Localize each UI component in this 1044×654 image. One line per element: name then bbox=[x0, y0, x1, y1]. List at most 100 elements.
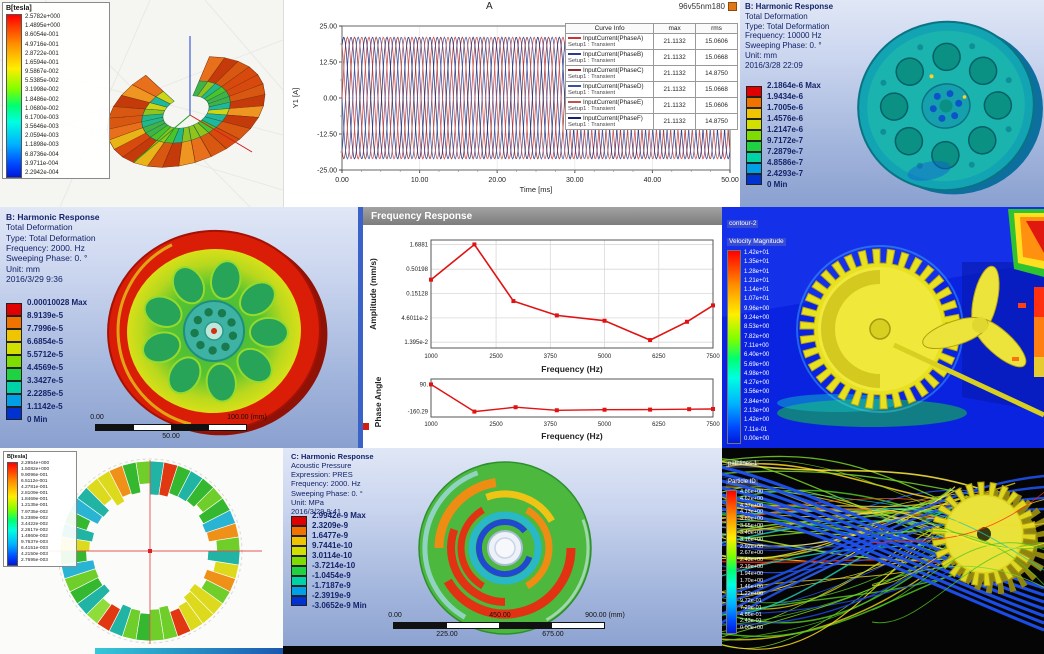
svg-text:7500: 7500 bbox=[706, 422, 720, 428]
pathlines-panel: pathlines-1 Particle ID 4.86e+00 4.62e+00 4.… bbox=[722, 448, 1044, 654]
legend-value: 2.2285e-5 bbox=[27, 389, 64, 398]
legend-color-cell bbox=[746, 130, 762, 141]
curve-rms-value: 14.8750 bbox=[695, 113, 738, 130]
legend-value: 1.2147e-6 bbox=[767, 125, 804, 134]
colorbar-value: 1.42e+01 bbox=[744, 250, 770, 256]
curve-info-row: InputCurrent(PhaseF) Setup1 : Transient 21… bbox=[564, 113, 738, 130]
legend-value: 6.4151e-003 bbox=[21, 545, 48, 551]
colorbar: 1.42e+01 1.35e+01 1.28e+01 1.21e+01 1.14e+01… bbox=[727, 250, 786, 444]
colorbar-gradient bbox=[7, 462, 18, 566]
curve-max-value: 21.1132 bbox=[653, 113, 697, 130]
current-waveform-panel: A 96v55nm180 25.00 12.50 0.00 -12.50 -25.00 0… bbox=[283, 0, 741, 207]
curve-info-row: InputCurrent(PhaseD) Setup1 : Transient 21… bbox=[564, 81, 738, 98]
svg-text:1000: 1000 bbox=[424, 354, 438, 360]
legend-value: 9.7441e-10 bbox=[312, 541, 353, 550]
phase-plot: 90. -160.29 1000 2500 3750 5000 6250 7500 Phase … bbox=[373, 376, 720, 441]
legend-value: 1.8486e-002 bbox=[25, 96, 59, 103]
deformation-legend: 0.00010028 Max 8.9139e-5 7.7996e-5 6.6854e-… bbox=[6, 298, 126, 432]
legend-color-cell bbox=[291, 596, 307, 606]
text-line: Sweeping Phase: 0. ° bbox=[745, 41, 822, 50]
legend-value: 2.0594e-003 bbox=[25, 133, 59, 140]
svg-text:6250: 6250 bbox=[652, 422, 666, 428]
scale-bar: 0.00 450.00 900.00 (mm) 225.00 675.00 bbox=[283, 448, 722, 654]
colorbar-value: 3.65e+00 bbox=[740, 523, 764, 530]
legend-color-cell bbox=[6, 394, 22, 407]
rms-header: rms bbox=[695, 23, 738, 34]
legend-value: 2.5782e+000 bbox=[25, 14, 61, 20]
colorbar-value: 1.21e+01 bbox=[744, 277, 770, 284]
curve-info-row: InputCurrent(PhaseB) Setup1 : Transient 21… bbox=[564, 49, 738, 66]
svg-text:50.00: 50.00 bbox=[721, 177, 739, 184]
plot-marker-icon bbox=[728, 2, 737, 11]
legend-color-cell bbox=[291, 546, 307, 556]
colorbar-value: 2.67e+00 bbox=[740, 550, 764, 557]
legend-value: 6.6854e-5 bbox=[27, 337, 64, 346]
harmonic-response-panel-left: B: Harmonic Response Total Deformation Typ… bbox=[0, 207, 358, 448]
max-header: max bbox=[653, 23, 697, 34]
colorbar-value: 3.56e+00 bbox=[744, 389, 770, 396]
legend-color-cell bbox=[291, 516, 307, 526]
legend-value: 7.9735e-002 bbox=[21, 509, 48, 515]
scale-label: 0.00 bbox=[388, 612, 402, 619]
curve-name-cell: InputCurrent(PhaseE) Setup1 : Transient bbox=[564, 97, 655, 114]
legend-color-cell bbox=[746, 119, 762, 130]
svg-text:-12.50: -12.50 bbox=[317, 132, 337, 139]
legend-value: -3.0652e-9 Min bbox=[312, 601, 367, 610]
svg-text:90.: 90. bbox=[420, 382, 429, 388]
colorbar-value: 1.94e+00 bbox=[740, 570, 764, 577]
legend-value: 1.1142e-5 bbox=[27, 402, 63, 411]
acoustic-disc-render bbox=[418, 461, 592, 635]
curve-name-cell: InputCurrent(PhaseD) Setup1 : Transient bbox=[564, 81, 655, 98]
curve-name-cell: InputCurrent(PhaseA) Setup1 : Transient bbox=[564, 33, 655, 50]
flywheel-group bbox=[107, 229, 328, 436]
legend-value: 2.1864e-6 Max bbox=[767, 81, 821, 90]
svg-text:12.50: 12.50 bbox=[319, 60, 337, 67]
colorbar-value: 9.72e-01 bbox=[740, 598, 762, 604]
svg-text:3750: 3750 bbox=[544, 354, 558, 360]
result-info-text: C: Harmonic Response Acoustic Pressure Exp… bbox=[291, 452, 374, 516]
legend-value: 5.2389e-002 bbox=[21, 515, 48, 521]
legend-value: -3.7214e-10 bbox=[312, 561, 356, 570]
scale-label: 900.00 (mm) bbox=[585, 612, 625, 619]
svg-text:6250: 6250 bbox=[652, 354, 666, 360]
torus-winding-render bbox=[0, 0, 283, 207]
svg-text:5000: 5000 bbox=[598, 354, 612, 360]
colorbar-value: 4.13e+00 bbox=[740, 509, 764, 516]
scale-label: 225.00 bbox=[436, 631, 458, 638]
svg-text:0.00: 0.00 bbox=[323, 96, 337, 103]
text-line: C: Harmonic Response bbox=[291, 452, 374, 461]
deformation-legend: 2.1864e-6 Max 1.9434e-6 1.7005e-6 1.4576e-6… bbox=[746, 81, 866, 197]
legend-value: 1.1898e-003 bbox=[25, 142, 59, 149]
legend-value: 1.6477e-9 bbox=[312, 531, 349, 540]
text-line: Expression: PRES bbox=[291, 470, 353, 480]
svg-text:-25.00: -25.00 bbox=[317, 168, 337, 175]
legend-color-cell bbox=[291, 576, 307, 586]
svg-text:1.6881: 1.6881 bbox=[410, 242, 429, 248]
svg-text:1000: 1000 bbox=[424, 422, 438, 428]
flywheel-deformation-render bbox=[107, 229, 328, 436]
colorbar-value: 1.35e+01 bbox=[744, 259, 770, 266]
legend-value: 3.4422e-002 bbox=[21, 521, 48, 527]
legend-value: 0.00010028 Max bbox=[27, 298, 88, 307]
text-line: B: Harmonic Response bbox=[6, 212, 100, 222]
legend-value: 3.0114e-10 bbox=[312, 551, 353, 560]
colorbar-value: 4.27e+00 bbox=[744, 380, 770, 387]
text-line: 2016/3/29 9:41 bbox=[291, 506, 342, 516]
cfd-contour-panel: contour-2 Velocity Magnitude 1.42e+01 1.35e… bbox=[722, 207, 1044, 448]
legend-value: 9.9096e-001 bbox=[21, 473, 48, 479]
legend-color-cell bbox=[6, 368, 22, 381]
colorbar-value: 4.86e+00 bbox=[740, 489, 764, 495]
legend-value: 1.0680e-002 bbox=[25, 105, 59, 112]
propeller-group bbox=[922, 265, 1027, 368]
legend-color-cell bbox=[6, 316, 22, 329]
bottom-black-strip bbox=[283, 646, 722, 654]
window-titlebar[interactable]: Frequency Response bbox=[363, 207, 722, 225]
curve-color-swatch bbox=[568, 117, 581, 120]
amplitude-plot: 1.6881 0.50198 0.15128 4.6011e-2 1.395e-2 100… bbox=[368, 239, 720, 374]
legend-color-cell bbox=[291, 526, 307, 536]
scale-bar-track bbox=[393, 622, 605, 629]
colorbar-title: Particle ID bbox=[726, 479, 758, 487]
svg-text:Y1 [A]: Y1 [A] bbox=[291, 88, 300, 108]
text-line: Frequency: 10000 Hz bbox=[745, 31, 822, 41]
curve-color-swatch bbox=[568, 69, 581, 72]
